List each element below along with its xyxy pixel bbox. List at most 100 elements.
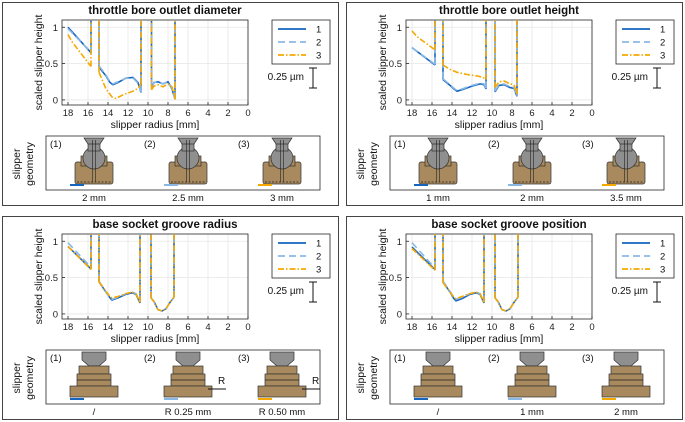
slipper-drawing-3 xyxy=(258,137,302,186)
x-tick-label: 6 xyxy=(185,322,190,333)
geometry-value: 2 mm xyxy=(520,193,544,204)
scale-bar-label: 0.25 µm xyxy=(268,72,304,83)
geometry-label: (1) xyxy=(394,353,406,364)
piston-head xyxy=(83,137,105,145)
x-tick-label: 12 xyxy=(123,322,134,333)
geometry-value: 2 mm xyxy=(614,407,638,418)
x-tick-label: 8 xyxy=(509,108,514,119)
legend-label: 3 xyxy=(316,51,321,62)
slipper-base xyxy=(413,385,463,398)
legend: 1 2 3 xyxy=(271,19,331,65)
geometry-value: / xyxy=(93,407,96,418)
slipper-drawing-1 xyxy=(70,137,114,186)
y-tick-label: 0.5 xyxy=(389,59,402,70)
x-tick-label: 0 xyxy=(589,322,594,333)
series-group xyxy=(67,234,175,312)
series-2-line xyxy=(98,65,142,93)
x-tick-label: 16 xyxy=(427,322,438,333)
x-tick-label: 4 xyxy=(205,322,210,333)
geometry-label: (1) xyxy=(394,139,406,150)
slipper-drawing-1 xyxy=(69,351,119,400)
x-axis-label: slipper radius [mm] xyxy=(455,333,544,345)
geometry-label: (2) xyxy=(488,139,500,150)
series-3-line xyxy=(411,30,436,51)
slipper-drawing-2 xyxy=(507,351,557,400)
legend-label: 1 xyxy=(316,239,321,250)
y-tick-label: 0.5 xyxy=(45,59,58,70)
slipper-drawing-3 xyxy=(257,351,307,400)
piston-head xyxy=(615,137,637,145)
axes-box xyxy=(61,233,249,320)
series-2-line xyxy=(67,28,92,53)
geometry-caption-line-2: geometry xyxy=(368,355,380,400)
slipper-drawing-2 xyxy=(164,137,208,186)
series-3-line xyxy=(150,296,175,312)
series-3-line xyxy=(494,80,518,95)
legend-label: 3 xyxy=(660,51,665,62)
geometry-label: (3) xyxy=(238,353,250,364)
x-tick-label: 4 xyxy=(205,108,210,119)
series-group xyxy=(411,234,519,312)
geometry-label: (3) xyxy=(582,353,594,364)
x-tick-label: 14 xyxy=(447,322,458,333)
slipper-base xyxy=(163,385,213,398)
slipper-collar xyxy=(78,365,110,375)
geometry-value: 1 mm xyxy=(520,407,544,418)
series-group xyxy=(411,20,518,97)
y-tick-label: 0.5 xyxy=(389,273,402,284)
slipper-collar xyxy=(516,365,548,375)
x-tick-label: 0 xyxy=(589,108,594,119)
geometry-value: R 0.50 mm xyxy=(259,407,306,418)
axes-box xyxy=(405,233,593,320)
x-tick-label: 0 xyxy=(245,322,250,333)
geometry-label: (3) xyxy=(582,139,594,150)
geometry-panel: slipper geometry (1) 1 mm (2) 2 mm (3) 3.5 mm xyxy=(355,135,665,204)
x-axis-label: slipper radius [mm] xyxy=(455,119,544,131)
geometry-caption-line-1: slipper xyxy=(11,148,23,179)
geometry-label: (2) xyxy=(144,139,156,150)
slipper-collar xyxy=(266,365,298,375)
series-3-line xyxy=(494,296,519,312)
piston-head xyxy=(177,137,199,145)
series-group xyxy=(67,20,176,100)
scale-bar-label: 0.25 µm xyxy=(612,286,648,297)
series-3-line xyxy=(98,71,142,100)
scale-bar: 0.25 µm xyxy=(612,67,661,89)
geometry-value: 3 mm xyxy=(270,193,294,204)
series-2-line xyxy=(494,83,518,97)
legend: 1 2 3 xyxy=(615,19,675,65)
y-tick-label: 0 xyxy=(53,309,58,320)
geometry-caption-line-2: geometry xyxy=(24,355,36,400)
legend-label: 2 xyxy=(660,38,665,49)
y-tick-label: 1 xyxy=(397,23,402,34)
slipper-drawing-2 xyxy=(163,351,213,400)
scale-bar: 0.25 µm xyxy=(268,281,317,303)
geometry-label: (2) xyxy=(144,353,156,364)
x-tick-label: 8 xyxy=(509,322,514,333)
series-2-line xyxy=(411,46,436,65)
x-tick-label: 6 xyxy=(529,108,534,119)
geometry-caption-line-1: slipper xyxy=(355,362,367,393)
grid xyxy=(62,234,249,319)
slipper-drawing-3 xyxy=(601,351,651,400)
series-2-line xyxy=(411,242,436,269)
x-tick-label: 8 xyxy=(165,322,170,333)
x-tick-label: 12 xyxy=(123,108,134,119)
geometry-value: R 0.25 mm xyxy=(165,407,212,418)
groove-radius-annotation: R xyxy=(312,376,319,387)
geometry-panel: slipper geometry (1) 2 mm (2) 2.5 mm (3) 3 mm xyxy=(11,135,321,204)
y-tick-label: 0 xyxy=(53,95,58,106)
geometry-value: 2.5 mm xyxy=(172,193,204,204)
geometry-value: 2 mm xyxy=(82,193,106,204)
x-tick-label: 2 xyxy=(569,322,574,333)
geometry-caption-line-2: geometry xyxy=(24,141,36,186)
series-3-line xyxy=(67,34,92,67)
scale-bar-label: 0.25 µm xyxy=(612,72,648,83)
chart-title: base socket groove position xyxy=(431,219,586,231)
series-3-line xyxy=(442,282,485,303)
chart-title: throttle bore outlet height xyxy=(439,5,579,17)
